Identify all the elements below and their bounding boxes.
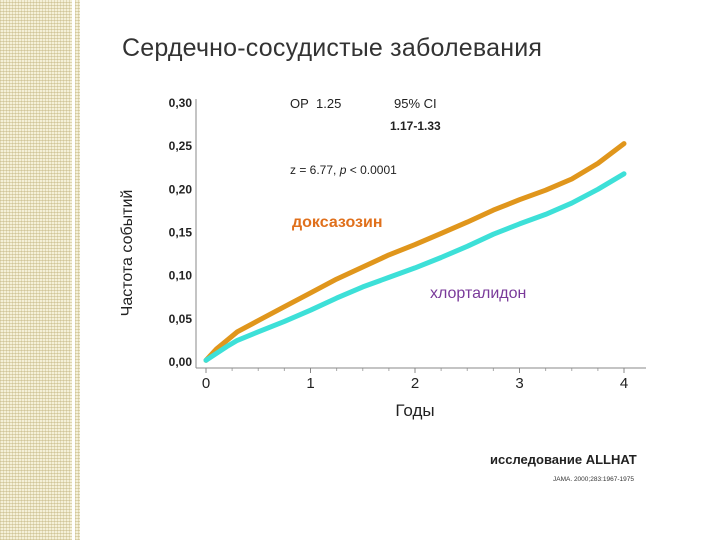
- decorative-side-strip: [0, 0, 80, 540]
- y-axis-label: Частота событий: [119, 190, 136, 317]
- ci-values: 1.17-1.33: [390, 119, 441, 133]
- ci-label: 95% CI: [394, 96, 437, 111]
- x-tick-label: 2: [411, 375, 419, 392]
- x-tick-label: 4: [620, 375, 628, 392]
- slide-title: Сердечно-сосудистые заболевания: [122, 34, 543, 62]
- x-axis-ticks: 0 1 2 3 4: [202, 368, 628, 392]
- y-tick-label: 0,20: [169, 182, 193, 196]
- y-tick-label: 0,00: [169, 355, 193, 369]
- y-tick-label: 0,30: [169, 96, 193, 110]
- x-axis-label: Годы: [395, 401, 434, 420]
- study-source: исследование ALLHAT: [490, 452, 637, 467]
- y-tick-label: 0,05: [169, 312, 193, 326]
- y-tick-label: 0,10: [169, 269, 193, 283]
- side-strip-edge: [72, 0, 75, 540]
- series-label-doxazosin: доксазозин: [292, 214, 382, 231]
- series-line-doxazosin: [203, 141, 627, 363]
- series-label-chlorthalidone: хлорталидон: [430, 285, 526, 302]
- x-tick-label: 3: [515, 375, 523, 392]
- y-tick-label: 0,25: [169, 139, 193, 153]
- p-symbol: p: [339, 163, 347, 177]
- odds-ratio-label: ОР 1.25: [290, 96, 341, 111]
- series-lines: [203, 141, 627, 363]
- x-tick-label: 1: [306, 375, 314, 392]
- y-tick-label: 0,15: [169, 226, 193, 240]
- y-axis-ticks: 0,00 0,05 0,10 0,15 0,20 0,25 0,30: [169, 96, 193, 369]
- p-value: < 0.0001: [350, 163, 397, 177]
- z-statistic: z = 6.77, p < 0.0001: [290, 163, 397, 177]
- z-value: z = 6.77,: [290, 163, 336, 177]
- series-line-chlorthalidone: [203, 171, 627, 363]
- x-tick-label: 0: [202, 375, 210, 392]
- journal-reference: JAMA. 2000;283:1967-1975: [553, 476, 634, 483]
